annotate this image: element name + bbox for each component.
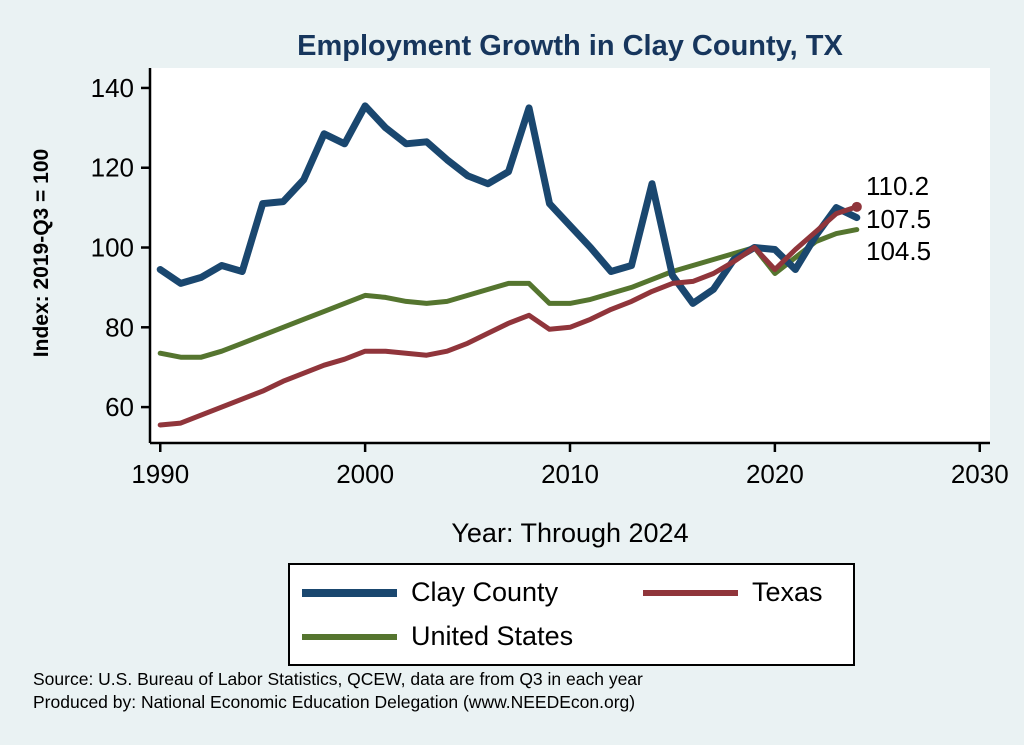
x-tick-label: 1990 [131, 459, 189, 489]
legend-label-united-states: United States [411, 620, 574, 651]
x-tick-label: 2010 [541, 459, 599, 489]
x-tick-label: 2000 [336, 459, 394, 489]
x-tick-label: 2030 [951, 459, 1009, 489]
plot-area: 60 80 100 120 140 1990 2000 2010 2020 2030 107.511… [91, 68, 1009, 489]
x-tick-label: 2020 [746, 459, 804, 489]
end-value-label-texas: 110.2 [866, 171, 929, 201]
source-note: Source: U.S. Bureau of Labor Statistics,… [33, 668, 643, 713]
legend-swatch-clay-county [302, 588, 397, 597]
legend-label-clay-county: Clay County [411, 577, 559, 607]
chart-title: Employment Growth in Clay County, TX [297, 30, 843, 62]
y-tick-label: 60 [105, 392, 134, 422]
legend-swatch-united-states [302, 633, 397, 640]
series-end-dot-texas [851, 201, 862, 212]
legend-grid: Clay County Texas United States [302, 577, 843, 651]
y-axis-title: Index: 2019-Q3 = 100 [30, 148, 53, 358]
series-line-texas [157, 204, 860, 428]
legend-label-texas: Texas [752, 577, 823, 607]
legend: Clay County Texas United States [288, 563, 855, 667]
y-tick-label: 100 [91, 233, 134, 263]
y-tick-label: 80 [105, 312, 134, 342]
source-line: Source: U.S. Bureau of Labor Statistics,… [33, 669, 643, 689]
end-value-label-clay-county: 107.5 [866, 204, 931, 234]
end-value-label-united-states: 104.5 [866, 236, 931, 266]
x-axis-title: Year: Through 2024 [451, 518, 689, 548]
y-tick-label: 120 [91, 153, 134, 183]
produced-by-line: Produced by: National Economic Education… [33, 691, 636, 712]
legend-swatch-texas [643, 589, 738, 596]
y-tick-label: 140 [91, 73, 134, 103]
